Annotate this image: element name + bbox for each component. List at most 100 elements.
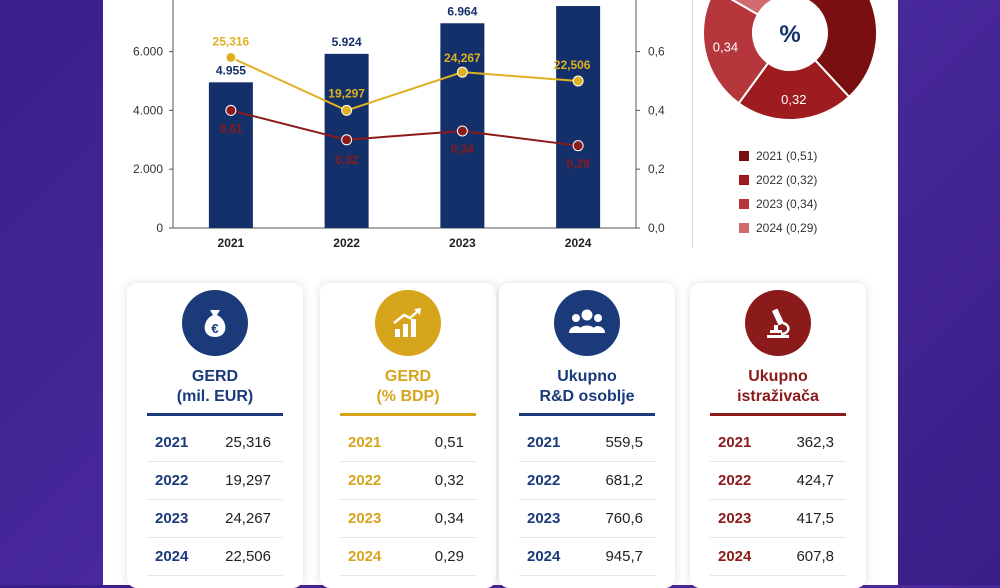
gerd-eur-data-label: 25,316 bbox=[213, 34, 250, 48]
row-year: 2023 bbox=[527, 509, 561, 527]
table-row: 2021 25,316 bbox=[147, 423, 283, 462]
pie-legend-item: 2024 (0,29) bbox=[739, 216, 879, 240]
table-row: 2024 22,506 bbox=[147, 537, 283, 576]
row-value: 362,3 bbox=[796, 433, 834, 451]
legend-label: 2022 (0,32) bbox=[756, 173, 818, 187]
table-row: 2023 417,5 bbox=[710, 499, 846, 538]
gerd-eur-data-label: 24,267 bbox=[444, 51, 481, 65]
pie-legend-item: 2021 (0,51) bbox=[739, 144, 879, 168]
card-title-line: istraživača bbox=[737, 388, 819, 405]
pie-slice-3 bbox=[730, 0, 776, 16]
gerd-bdp-data-label: 0,34 bbox=[451, 142, 475, 156]
x-tick-label: 2023 bbox=[449, 236, 476, 250]
row-value: 760,6 bbox=[605, 509, 643, 527]
pie-slice-label: 0,32 bbox=[781, 92, 806, 107]
table-row: 2022 681,2 bbox=[519, 461, 655, 500]
table-row: 2022 19,297 bbox=[147, 461, 283, 500]
legend-swatch bbox=[739, 223, 749, 233]
growth-chart-icon bbox=[375, 290, 441, 356]
y-left-tick-label: 4.000 bbox=[133, 103, 163, 117]
gerd-eur-data-label: 19,297 bbox=[328, 86, 365, 100]
row-year: 2021 bbox=[155, 433, 189, 451]
row-value: 607,8 bbox=[796, 547, 834, 565]
card-title-line: Ukupno bbox=[748, 368, 808, 385]
row-year: 2022 bbox=[348, 471, 382, 489]
card-title: Ukupno R&D osoblje bbox=[499, 367, 675, 407]
gerd-eur-point bbox=[572, 75, 584, 87]
gerd-eur-data-label: 22,506 bbox=[554, 58, 591, 72]
gerd-eur-point bbox=[456, 66, 468, 78]
row-year: 2022 bbox=[155, 471, 189, 489]
gerd-bdp-data-label: 0,32 bbox=[335, 153, 359, 167]
gerd-eur-point bbox=[225, 51, 237, 63]
legend-label: 2021 (0,51) bbox=[756, 149, 818, 163]
row-value: 24,267 bbox=[225, 509, 271, 527]
x-tick-label: 2022 bbox=[333, 236, 360, 250]
svg-text:€: € bbox=[211, 321, 218, 336]
row-year: 2022 bbox=[527, 471, 561, 489]
row-value: 424,7 bbox=[796, 471, 834, 489]
pie-legend-item: 2022 (0,32) bbox=[739, 168, 879, 192]
bar-2024 bbox=[556, 6, 601, 229]
y-right-tick-label: 0,2 bbox=[648, 162, 665, 176]
x-tick-label: 2024 bbox=[565, 236, 592, 250]
row-year: 2024 bbox=[155, 547, 189, 565]
row-value: 0,34 bbox=[434, 509, 464, 527]
card-title: Ukupno istraživača bbox=[690, 367, 866, 407]
legend-swatch bbox=[739, 151, 749, 161]
y-left-tick-label: 0 bbox=[156, 221, 163, 235]
table-row: 2021 559,5 bbox=[519, 423, 655, 462]
row-year: 2023 bbox=[348, 509, 382, 527]
gerd-bdp-point bbox=[225, 104, 237, 116]
row-year: 2024 bbox=[348, 547, 382, 565]
gerd-bdp-point bbox=[572, 140, 584, 152]
row-value: 19,297 bbox=[225, 471, 271, 489]
card-rule bbox=[710, 413, 846, 416]
row-value: 681,2 bbox=[605, 471, 643, 489]
card-title-line: (% BDP) bbox=[376, 388, 440, 405]
table-row: 2023 760,6 bbox=[519, 499, 655, 538]
row-value: 559,5 bbox=[605, 433, 643, 451]
pie-legend: 2021 (0,51) 2022 (0,32) 2023 (0,34) 2024 (0… bbox=[739, 144, 879, 240]
table-row: 2023 0,34 bbox=[340, 499, 476, 538]
row-year: 2023 bbox=[155, 509, 189, 527]
bar-value-label: 6.964 bbox=[447, 4, 477, 18]
row-value: 22,506 bbox=[225, 547, 271, 565]
row-value: 417,5 bbox=[796, 509, 834, 527]
pie-slice-label: 0,34 bbox=[713, 40, 738, 55]
table-row: 2024 945,7 bbox=[519, 537, 655, 576]
x-tick-label: 2021 bbox=[218, 236, 245, 250]
gerd-bdp-series-line bbox=[230, 109, 579, 147]
card-title-line: GERD bbox=[384, 368, 432, 385]
gerd-pie-chart: 0,32 0,34% bbox=[702, 0, 878, 121]
card-title: GERD (% BDP) bbox=[320, 367, 496, 407]
legend-label: 2023 (0,34) bbox=[756, 197, 818, 211]
gerd-bdp-point bbox=[456, 125, 468, 137]
gerd-bdp-data-label: 0,51 bbox=[219, 121, 243, 135]
pie-center-label: % bbox=[779, 21, 800, 48]
legend-label: 2024 (0,29) bbox=[756, 221, 818, 235]
table-row: 2023 24,267 bbox=[147, 499, 283, 538]
row-year: 2021 bbox=[348, 433, 382, 451]
row-year: 2023 bbox=[718, 509, 752, 527]
money-bag-icon: € bbox=[182, 290, 248, 356]
gerd-eur-series-line bbox=[230, 56, 579, 112]
table-row: 2024 0,29 bbox=[340, 537, 476, 576]
legend-swatch bbox=[739, 199, 749, 209]
row-value: 25,316 bbox=[225, 433, 271, 451]
row-value: 945,7 bbox=[605, 547, 643, 565]
stat-card: € GERD (mil. EUR) 2021 25,316 2022 19,297 2023 2… bbox=[127, 283, 303, 588]
card-title-line: R&D osoblje bbox=[539, 388, 635, 405]
card-title-line: Ukupno bbox=[557, 368, 617, 385]
y-right-tick-label: 0,0 bbox=[648, 221, 665, 235]
bar-value-label: 5.924 bbox=[332, 35, 362, 49]
row-value: 0,32 bbox=[434, 471, 464, 489]
pie-center bbox=[753, 0, 827, 70]
gerd-combo-chart: 0 2.000 4.000 6.000 0,0 0,2 0,4 0,6 4.955 5.924 6.… bbox=[133, 0, 665, 250]
chart-divider bbox=[692, 0, 693, 248]
row-year: 2022 bbox=[718, 471, 752, 489]
y-left-tick-label: 6.000 bbox=[133, 45, 163, 59]
table-row: 2022 424,7 bbox=[710, 461, 846, 500]
stat-card: Ukupno istraživača 2021 362,3 2022 424,7 2023 4… bbox=[690, 283, 866, 588]
row-year: 2021 bbox=[718, 433, 752, 451]
